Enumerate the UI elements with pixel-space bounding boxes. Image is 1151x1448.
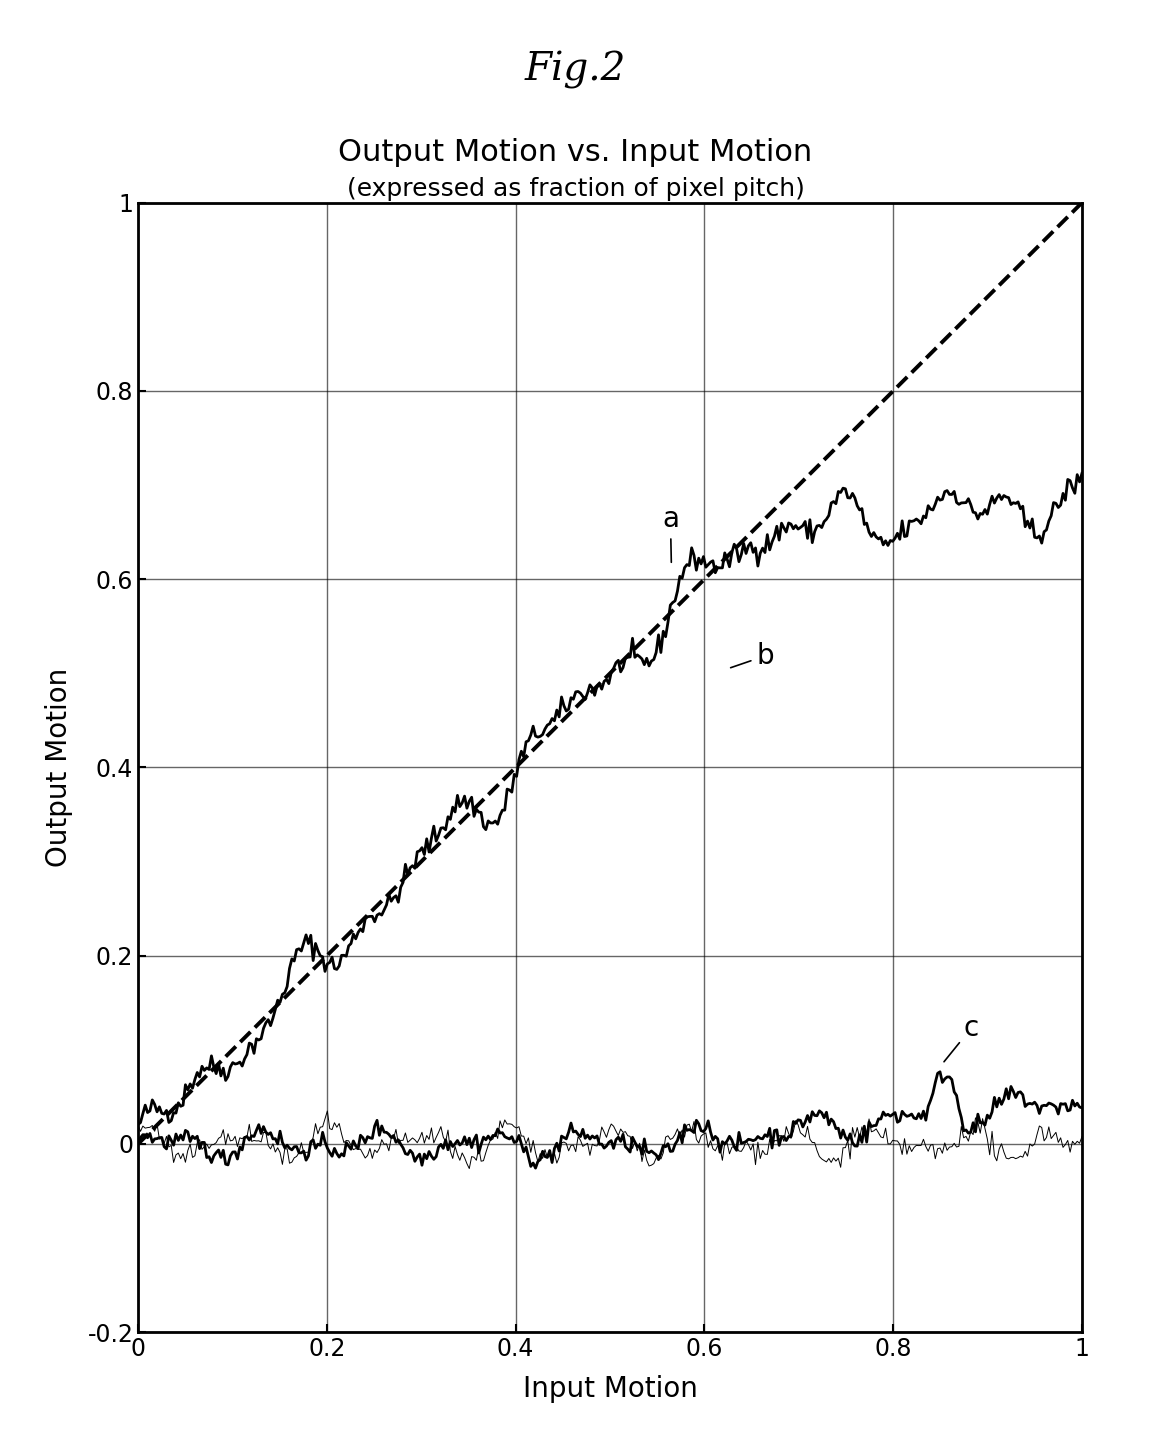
- Text: Fig.2: Fig.2: [525, 51, 626, 88]
- Text: a: a: [662, 505, 679, 562]
- Text: c: c: [944, 1014, 980, 1061]
- Text: b: b: [731, 641, 773, 670]
- Text: (expressed as fraction of pixel pitch): (expressed as fraction of pixel pitch): [346, 177, 805, 201]
- X-axis label: Input Motion: Input Motion: [523, 1376, 698, 1403]
- Text: Output Motion vs. Input Motion: Output Motion vs. Input Motion: [338, 138, 813, 167]
- Y-axis label: Output Motion: Output Motion: [46, 668, 74, 867]
